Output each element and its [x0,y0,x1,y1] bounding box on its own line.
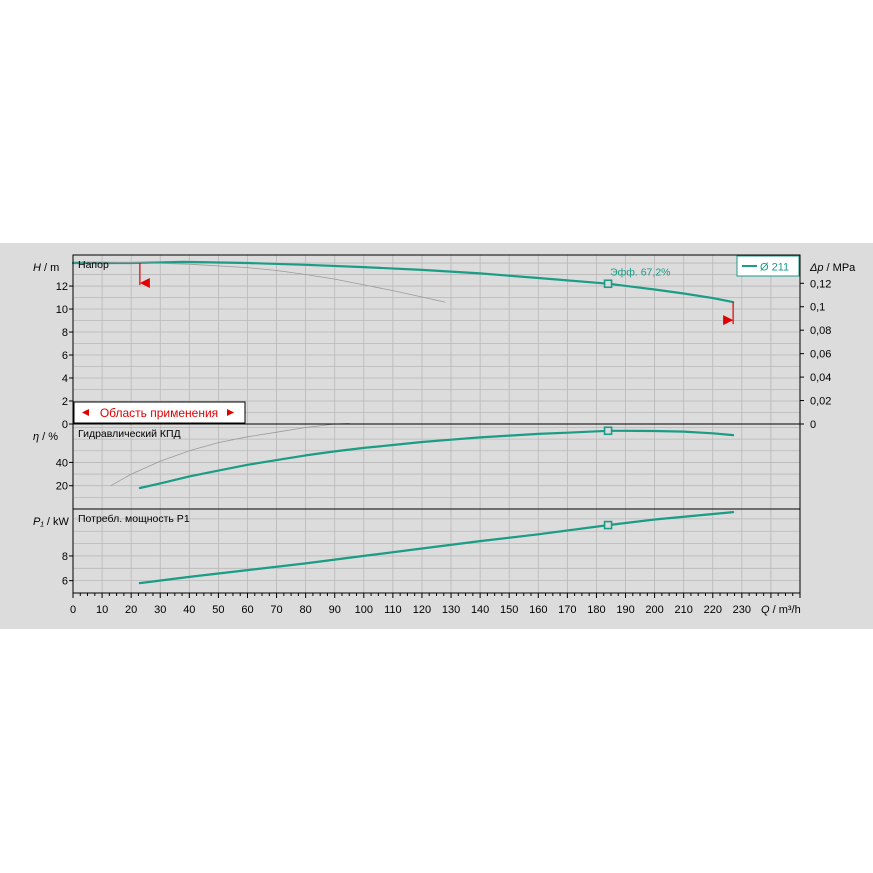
range-min-marker [139,278,150,289]
x-tick-label: 180 [587,604,605,616]
x-tick-label: 30 [154,604,166,616]
application-area-label: Область применения [100,406,218,420]
x-tick-label: 100 [355,604,373,616]
chart-background [0,243,873,629]
y-tick-label: 4 [62,373,68,385]
legend-box [736,255,800,277]
x-tick-label: 50 [212,604,224,616]
right-tick-label: 0,1 [810,302,825,314]
operating-point-efficiency [603,426,613,436]
x-tick-label: 190 [616,604,634,616]
right-tick-label: 0,06 [810,349,831,361]
y-tick-label: 10 [56,304,68,316]
x-tick-label: 60 [241,604,253,616]
panel-title-head: Напор [78,259,109,271]
x-tick-label: 120 [413,604,431,616]
x-tick-label: 170 [558,604,576,616]
legend-label: Ø 211 [760,262,789,274]
range-max-marker [723,315,734,326]
x-tick-label: 80 [300,604,312,616]
application-area-arrow-left [82,409,89,416]
application-area-box [73,401,246,424]
x-tick-label: 20 [125,604,137,616]
panel-title-efficiency: Гидравлический КПД [78,428,181,440]
series-line-efficiency-0 [138,429,735,490]
panel-frame-efficiency [72,423,801,510]
right-tick-label: 0,08 [810,325,831,337]
right-tick-label: 0,04 [810,372,831,384]
x-tick-label: 70 [270,604,282,616]
x-tick-label: 130 [442,604,460,616]
y-tick-label: 6 [62,576,68,588]
y-tick-label: 8 [62,327,68,339]
x-tick-label: 10 [96,604,108,616]
y-tick-label: 2 [62,396,68,408]
x-tick-label: 90 [329,604,341,616]
x-tick-label: 160 [529,604,547,616]
y-tick-label: 40 [56,457,68,469]
right-tick-label: 0,02 [810,396,831,408]
x-tick-label: 110 [384,604,402,616]
x-tick-label: 210 [675,604,693,616]
x-tick-label: 150 [500,604,518,616]
series-line-efficiency-1 [110,422,350,487]
x-tick-label: 40 [183,604,195,616]
x-axis-label: Q / m³/h [761,604,801,616]
y-axis-label-power: P₁ / kW [33,516,69,528]
y-tick-label: 12 [56,281,68,293]
x-tick-label: 220 [704,604,722,616]
y-axis-label-efficiency: η / % [33,431,58,443]
x-tick-label: 140 [471,604,489,616]
right-tick-label: 0 [810,419,816,431]
x-tick-label: 0 [70,604,76,616]
x-tick-label: 200 [645,604,663,616]
operating-point-power [603,520,613,530]
x-tick-label: 230 [733,604,751,616]
operating-point-head [603,279,613,289]
right-axis-label: Δp / MPa [809,262,856,274]
panel-frame-head [72,254,801,425]
series-line-head-1 [72,261,446,303]
series-line-power-0 [138,510,735,585]
operating-point-label: Эфф. 67,2% [610,267,670,279]
panel-title-power: Потребл. мощность P1 [78,513,190,525]
y-tick-label: 8 [62,551,68,563]
y-tick-label: 0 [62,419,68,431]
application-area-arrow-right [227,409,234,416]
right-tick-label: 0,12 [810,278,831,290]
y-axis-label-head: H / m [33,262,59,274]
y-tick-label: 6 [62,350,68,362]
y-tick-label: 20 [56,481,68,493]
